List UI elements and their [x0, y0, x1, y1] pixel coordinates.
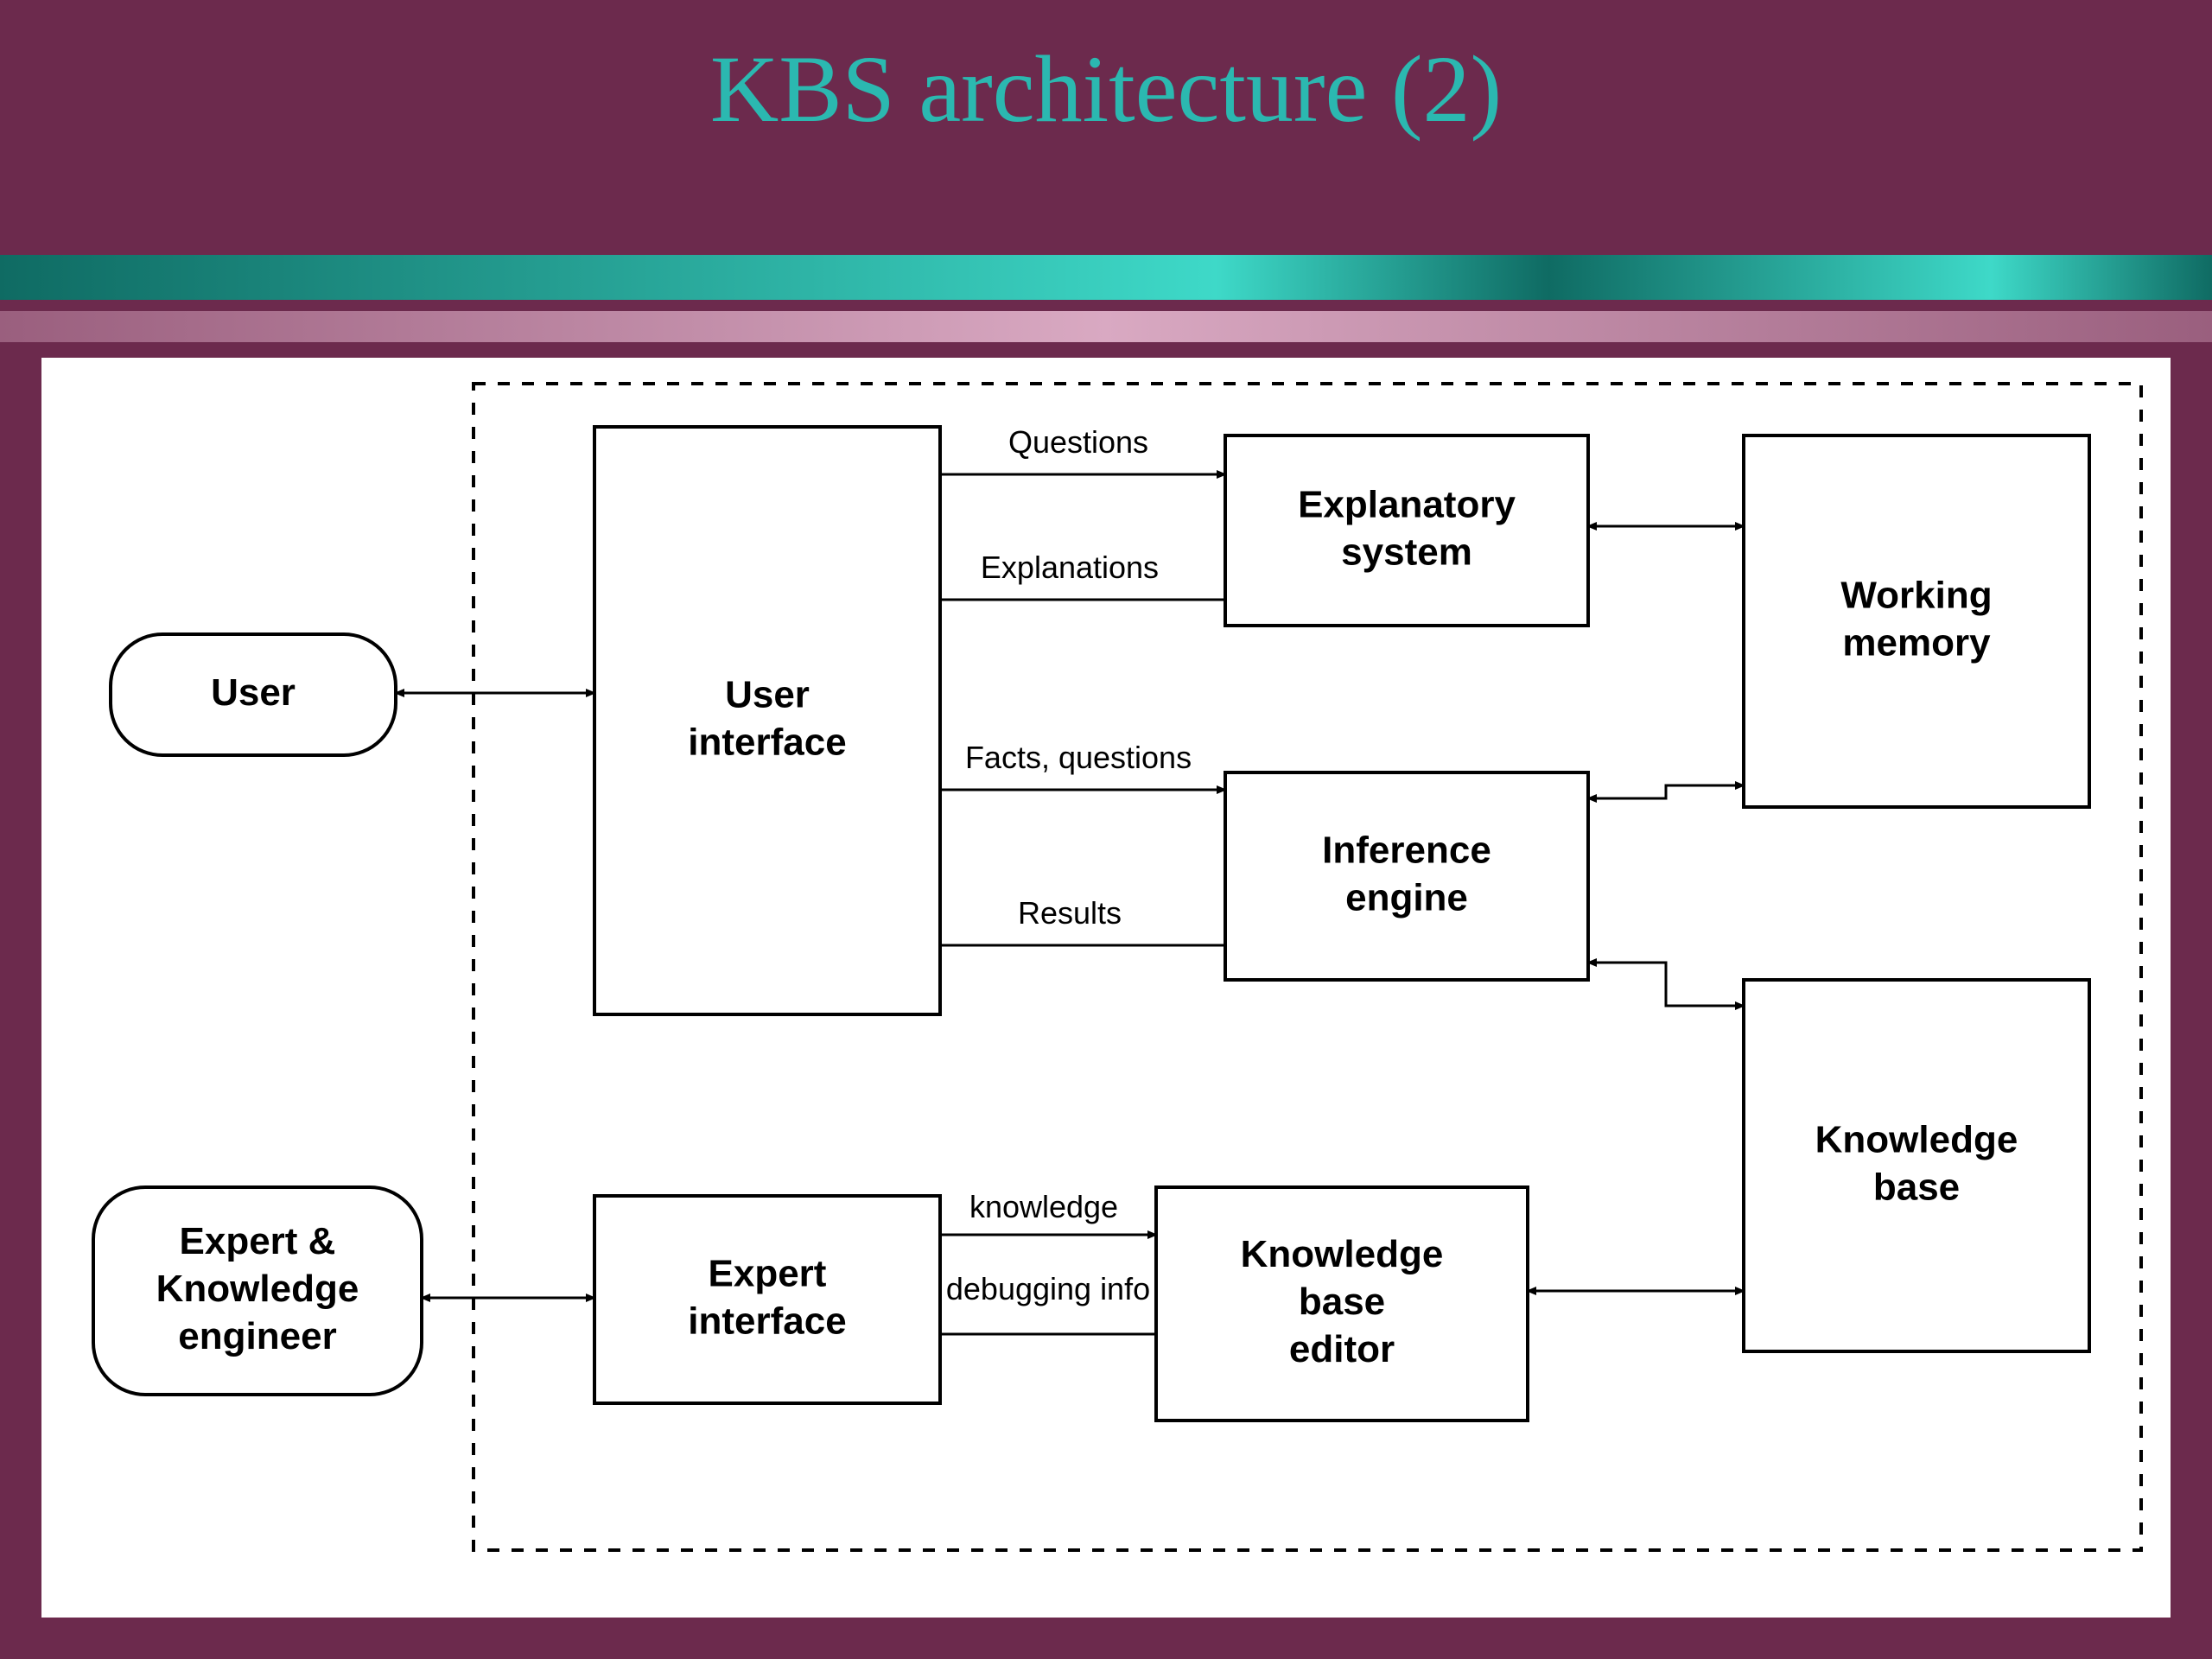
node-label-explain-0: Explanatory	[1298, 484, 1516, 526]
node-label-kb-0: Knowledge	[1815, 1119, 2018, 1161]
edge-infer-wm	[1588, 785, 1744, 798]
node-label-kbe-2: editor	[1289, 1328, 1395, 1370]
diagram-panel: Questions Explanations Facts, questions Res…	[41, 358, 2171, 1618]
node-label-kbe-0: Knowledge	[1241, 1233, 1444, 1275]
node-label-expert-2: engineer	[178, 1315, 336, 1357]
edge-label-kbe-ei: debugging info	[946, 1271, 1150, 1306]
node-label-wm-1: memory	[1842, 622, 1991, 664]
edge-label-ei-kbe: knowledge	[969, 1189, 1118, 1224]
node-label-ei-0: Expert	[709, 1253, 827, 1295]
node-infer: Inference engine	[1225, 772, 1588, 980]
node-label-user-0: User	[211, 671, 296, 714]
node-kbe: Knowledge base editor	[1156, 1187, 1528, 1421]
architecture-diagram: Questions Explanations Facts, questions Res…	[41, 358, 2171, 1618]
node-label-ei-1: interface	[688, 1300, 846, 1343]
edge-label-ui-infer: Facts, questions	[965, 740, 1192, 775]
edge-label-explain-ui: Explanations	[981, 550, 1159, 585]
node-expert: Expert & Knowledge engineer	[93, 1187, 422, 1395]
node-explain: Explanatory system	[1225, 435, 1588, 626]
slide-title: KBS architecture (2)	[0, 35, 2212, 144]
node-label-kbe-1: base	[1299, 1281, 1385, 1323]
node-ei: Expert interface	[594, 1196, 940, 1403]
node-label-infer-0: Inference	[1322, 830, 1491, 872]
node-label-expert-0: Expert &	[180, 1220, 336, 1262]
node-label-infer-1: engine	[1345, 877, 1468, 919]
node-label-explain-1: system	[1341, 531, 1472, 574]
node-user: User	[111, 634, 396, 755]
node-label-wm-0: Working	[1840, 575, 1992, 617]
node-kb: Knowledge base	[1744, 980, 2089, 1351]
node-wm: Working memory	[1744, 435, 2089, 807]
edge-label-infer-ui: Results	[1018, 895, 1122, 931]
slide: KBS architecture (2) Questions Explanatio…	[0, 0, 2212, 1659]
edge-label-ui-explain: Questions	[1008, 424, 1148, 460]
teal-divider-bar	[0, 255, 2212, 300]
node-ui: User interface	[594, 427, 940, 1014]
node-label-ui-0: User	[725, 674, 810, 716]
node-label-kb-1: base	[1873, 1166, 1960, 1209]
node-label-expert-1: Knowledge	[156, 1268, 359, 1310]
edge-infer-kb	[1588, 963, 1744, 1006]
node-label-ui-1: interface	[688, 721, 846, 764]
pink-divider-bar	[0, 311, 2212, 342]
